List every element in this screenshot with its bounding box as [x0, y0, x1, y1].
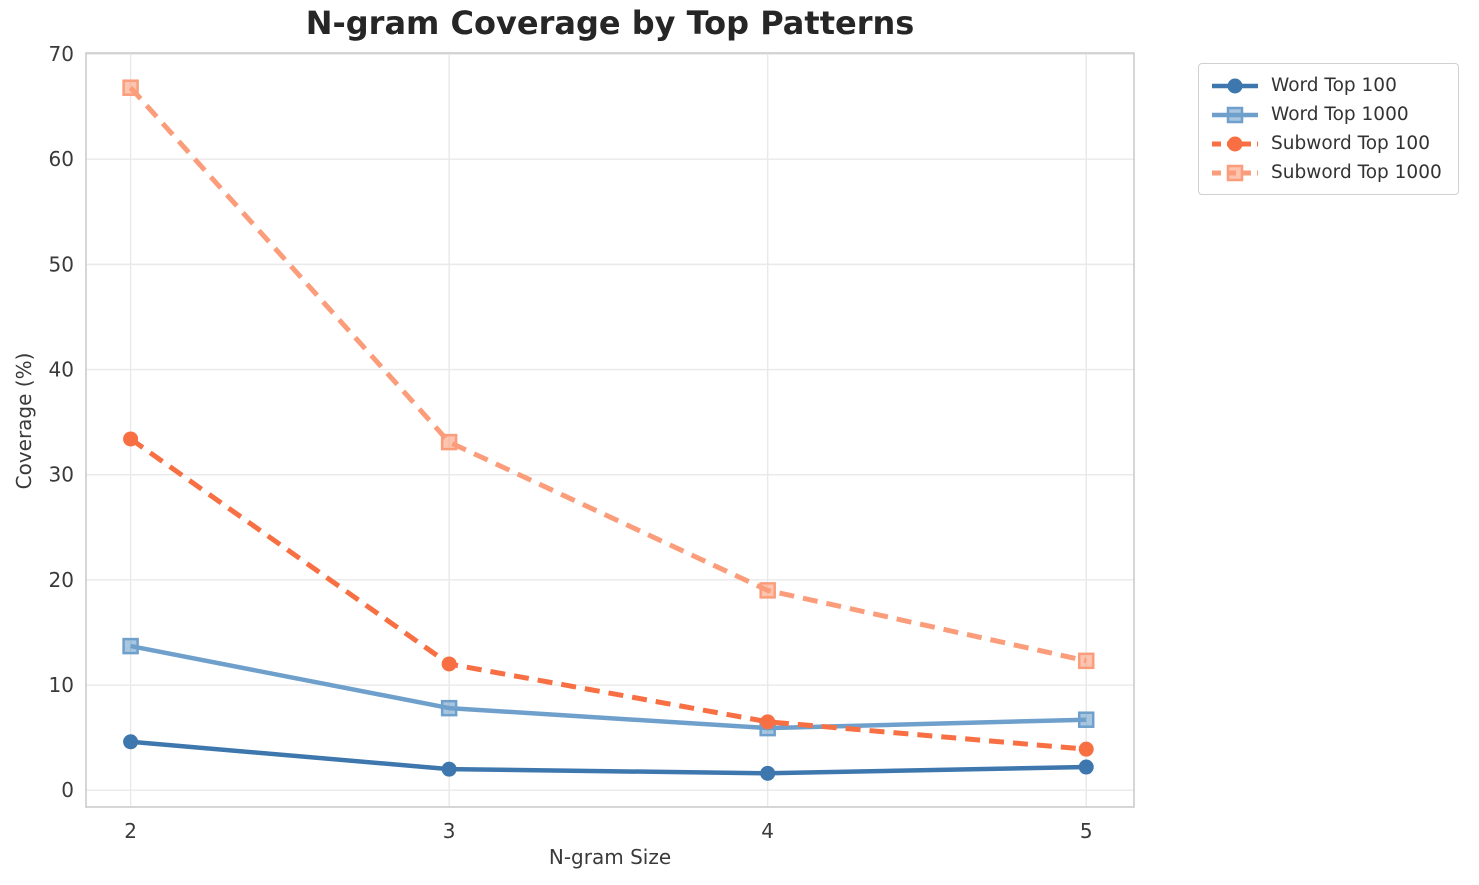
- y-tick-label: 60: [49, 147, 74, 171]
- chart-title: N-gram Coverage by Top Patterns: [305, 4, 915, 42]
- y-tick-label: 70: [49, 42, 74, 66]
- legend-item-word-top-100: Word Top 100: [1211, 71, 1442, 100]
- marker-word-top-1000: [122, 637, 139, 655]
- series-line-word-top-1000: [130, 643, 1087, 731]
- x-tick-label: 3: [443, 819, 456, 843]
- marker-word-top-1000: [1077, 711, 1095, 728]
- x-axis-label: N-gram Size: [548, 845, 672, 869]
- marker-word-top-100: [1078, 759, 1094, 775]
- marker-word-top-100: [760, 765, 776, 781]
- y-tick-label: 10: [49, 673, 74, 697]
- marker-word-top-100: [123, 734, 139, 750]
- legend-marker-circle-icon: [1227, 136, 1243, 151]
- legend-sample-word-top-100: [1212, 78, 1258, 93]
- legend-sample-word-top-1000: [1212, 106, 1258, 123]
- legend-label: Subword Top 1000: [1271, 162, 1442, 183]
- legend-sample-subword-top-100: [1212, 136, 1258, 151]
- marker-subword-top-1000: [122, 79, 139, 96]
- legend-item-subword-top-100: Subword Top 100: [1211, 129, 1442, 158]
- marker-word-top-1000: [440, 699, 458, 717]
- legend-label: Word Top 1000: [1271, 104, 1409, 125]
- marker-subword-top-1000: [440, 433, 458, 451]
- y-tick-label: 20: [49, 568, 74, 592]
- x-tick-label: 4: [761, 819, 774, 843]
- legend-marker-square-icon: [1226, 106, 1244, 123]
- marker-subword-top-100: [1078, 741, 1094, 757]
- y-tick-label: 0: [61, 778, 74, 802]
- legend-marker-circle-icon: [1227, 78, 1243, 93]
- x-tick-label: 5: [1080, 819, 1093, 843]
- legend-item-word-top-1000: Word Top 1000: [1211, 100, 1442, 129]
- legend-label: Word Top 100: [1271, 75, 1397, 96]
- marker-word-top-100: [441, 761, 457, 777]
- y-tick-label: 30: [49, 463, 74, 487]
- y-axis-label: Coverage (%): [12, 352, 36, 490]
- y-tick-label: 50: [49, 252, 74, 276]
- marker-subword-top-1000: [1077, 652, 1095, 670]
- legend-item-subword-top-1000: Subword Top 1000: [1211, 158, 1442, 187]
- y-tick-label: 40: [49, 358, 74, 382]
- legend: Word Top 100 Word Top 1000 Subword Top 100…: [1198, 63, 1459, 195]
- marker-subword-top-100: [441, 656, 457, 672]
- x-tick-label: 2: [124, 819, 137, 843]
- plot-border: [85, 52, 1135, 808]
- marker-subword-top-100: [760, 714, 776, 730]
- marker-subword-top-100: [123, 431, 139, 447]
- legend-label: Subword Top 100: [1271, 133, 1430, 154]
- series-line-word-top-100: [130, 739, 1087, 776]
- series-line-subword-top-100: [129, 436, 1087, 752]
- series-line-subword-top-1000: [128, 86, 1087, 664]
- legend-marker-square-icon: [1226, 164, 1244, 181]
- marker-subword-top-1000: [759, 582, 776, 599]
- legend-sample-subword-top-1000: [1212, 164, 1258, 181]
